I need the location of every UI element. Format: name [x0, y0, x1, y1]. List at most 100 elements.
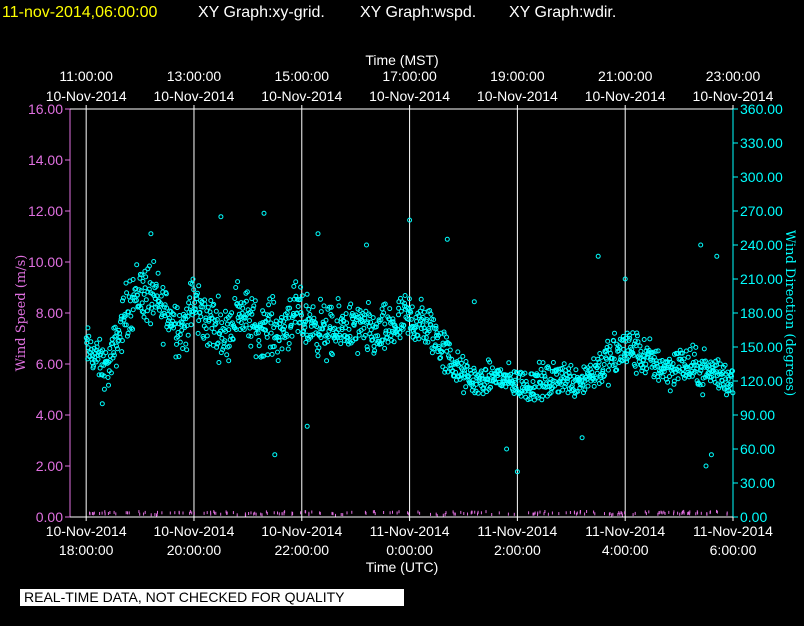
- direction-point: [151, 259, 157, 264]
- direction-point: [614, 367, 620, 373]
- top-tick-label-time: 23:00:00: [706, 68, 761, 84]
- direction-point: [697, 370, 703, 376]
- direction-point: [320, 326, 326, 332]
- direction-point: [371, 350, 377, 356]
- direction-point: [304, 291, 310, 297]
- direction-point: [386, 328, 392, 334]
- direction-point: [475, 390, 481, 396]
- direction-point: [288, 322, 294, 328]
- direction-point: [648, 357, 654, 363]
- direction-point: [88, 346, 94, 352]
- direction-point: [235, 279, 241, 285]
- direction-point: [261, 353, 266, 359]
- direction-point: [315, 353, 321, 359]
- direction-point: [419, 305, 425, 311]
- direction-point: [195, 290, 200, 296]
- direction-point: [141, 291, 147, 297]
- direction-point: [303, 339, 309, 345]
- direction-point: [213, 321, 219, 327]
- direction-point: [105, 375, 111, 380]
- direction-point: [99, 401, 105, 407]
- direction-point: [413, 324, 419, 330]
- direction-point: [321, 322, 327, 328]
- direction-point: [282, 324, 288, 329]
- direction-point: [401, 322, 407, 328]
- direction-point: [111, 352, 117, 358]
- direction-point: [329, 352, 335, 357]
- direction-point: [177, 339, 183, 345]
- direction-point: [285, 346, 291, 352]
- direction-point: [256, 343, 262, 349]
- direction-point: [540, 393, 546, 399]
- direction-point: [109, 336, 115, 342]
- direction-point: [289, 333, 295, 339]
- direction-point: [407, 217, 413, 223]
- direction-point: [382, 321, 388, 327]
- direction-point: [143, 274, 149, 280]
- direction-point: [318, 335, 324, 341]
- direction-point: [256, 338, 262, 343]
- direction-point: [342, 338, 347, 343]
- direction-point: [596, 359, 602, 365]
- direction-point: [180, 346, 186, 351]
- direction-point: [554, 371, 560, 377]
- direction-point: [121, 314, 127, 320]
- direction-point: [637, 343, 643, 349]
- direction-point: [270, 294, 276, 299]
- left-tick-label: 16.00: [28, 101, 63, 117]
- direction-point: [164, 305, 170, 311]
- direction-point: [255, 330, 261, 336]
- direction-point: [670, 361, 676, 367]
- direction-point: [243, 322, 249, 328]
- direction-point: [368, 319, 374, 325]
- direction-point: [160, 341, 166, 347]
- direction-point: [287, 305, 293, 311]
- direction-point: [215, 293, 221, 299]
- direction-point: [579, 435, 585, 441]
- direction-point: [215, 340, 221, 346]
- direction-point: [605, 367, 611, 373]
- direction-point: [621, 346, 627, 352]
- left-tick-label: 4.00: [36, 407, 63, 423]
- direction-point: [573, 367, 579, 373]
- direction-point: [630, 352, 636, 358]
- direction-point: [634, 330, 640, 336]
- direction-point: [326, 328, 332, 334]
- direction-point: [148, 321, 154, 327]
- direction-point: [184, 306, 190, 312]
- direction-point: [638, 348, 644, 354]
- direction-point: [150, 310, 156, 316]
- direction-point: [258, 354, 264, 360]
- direction-point: [124, 333, 130, 339]
- direction-point: [391, 339, 397, 345]
- direction-point: [119, 349, 125, 355]
- direction-point: [420, 314, 426, 320]
- direction-point: [239, 310, 245, 316]
- direction-point: [374, 321, 380, 327]
- direction-point: [134, 262, 140, 268]
- direction-point: [157, 307, 162, 313]
- direction-point: [184, 347, 190, 353]
- direction-point: [630, 330, 636, 336]
- direction-point: [188, 304, 194, 309]
- direction-point: [408, 309, 414, 315]
- direction-point: [238, 300, 244, 306]
- top-tick-label-date: 10-Nov-2014: [585, 88, 666, 104]
- direction-point: [321, 303, 327, 309]
- direction-point: [347, 333, 353, 339]
- direction-point: [272, 452, 278, 458]
- direction-point: [622, 276, 628, 282]
- direction-point: [611, 338, 617, 344]
- direction-point: [681, 356, 687, 362]
- direction-point: [565, 390, 571, 396]
- direction-point: [88, 339, 94, 345]
- direction-point: [478, 368, 484, 374]
- direction-point: [107, 346, 113, 351]
- right-tick-label: 60.00: [740, 441, 775, 457]
- direction-point: [359, 319, 365, 325]
- direction-point: [416, 313, 422, 319]
- direction-point: [626, 332, 632, 338]
- top-tick-label-time: 19:00:00: [490, 68, 545, 84]
- bottom-tick-label-time: 20:00:00: [167, 542, 222, 558]
- direction-point: [536, 384, 542, 390]
